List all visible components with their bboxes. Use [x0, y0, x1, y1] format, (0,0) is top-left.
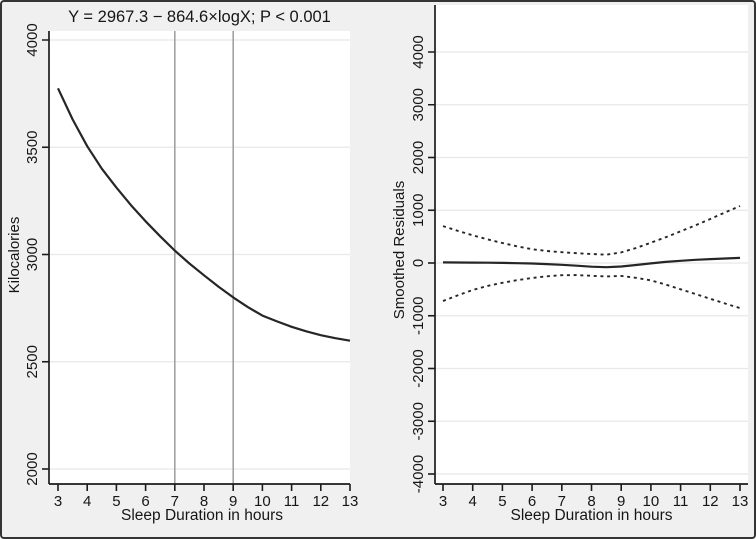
x-tick-label: 4	[469, 493, 477, 510]
x-tick-label: 8	[200, 493, 208, 510]
x-tick-label: 4	[83, 493, 91, 510]
smoothed-residuals-vs-sleep-duration: -4000 -3000 -2000 -1000 0 1000 2000 3000 4000 3 4 5…	[410, 5, 748, 510]
kilocalories-vs-sleep-duration: 2000 2500 3000 3500 4000 3 4 5 6 7 8 9 10 11 12 13	[24, 23, 358, 510]
x-tick-label: 5	[498, 493, 506, 510]
x-tick-label: 5	[112, 493, 120, 510]
y-tick-label: -2000	[410, 349, 427, 387]
y-tick-label: 3500	[24, 131, 41, 164]
y-tick-label: -3000	[410, 402, 427, 440]
x-tick-label: 10	[254, 493, 271, 510]
plot-area	[49, 31, 350, 484]
x-tick-label: 3	[439, 493, 447, 510]
left-x-axis-label: Sleep Duration in hours	[121, 507, 283, 524]
x-tick-label: 7	[171, 493, 179, 510]
y-tick-label: -1000	[410, 297, 427, 335]
y-tick-label: 1000	[410, 194, 427, 227]
y-tick-label: 3000	[410, 88, 427, 121]
left-plot-title: Y = 2967.3 − 864.6×logX; P < 0.001	[68, 8, 331, 26]
residual-mean-line	[442, 256, 741, 269]
fitted-log-curve	[57, 87, 351, 342]
right-y-axis-label: Smoothed Residuals	[391, 180, 408, 320]
x-tick-label: 10	[643, 493, 660, 510]
x-tick-label: 9	[617, 493, 625, 510]
x-tick-label: 7	[558, 493, 566, 510]
y-tick-label: 2000	[410, 141, 427, 174]
y-tick-label: 0	[410, 259, 427, 267]
x-tick-label: 12	[312, 493, 329, 510]
x-tick-label: 3	[54, 493, 62, 510]
x-tick-label: 8	[587, 493, 595, 510]
plot-area	[435, 5, 748, 484]
x-tick-label: 11	[284, 493, 300, 510]
y-tick-label: 4000	[410, 35, 427, 68]
x-tick-label: 6	[528, 493, 536, 510]
x-tick-label: 12	[702, 493, 719, 510]
left-y-axis-label: Kilocalories	[6, 216, 23, 294]
y-tick-label: 4000	[24, 23, 41, 56]
y-tick-label: -4000	[410, 455, 427, 493]
y-tick-label: 2000	[24, 452, 41, 485]
x-tick-label: 13	[732, 493, 749, 510]
x-tick-label: 11	[673, 493, 689, 510]
upper-confidence-band	[442, 205, 741, 256]
y-tick-label: 2500	[24, 345, 41, 378]
y-tick-label: 3000	[24, 238, 41, 271]
x-tick-label: 6	[141, 493, 149, 510]
x-tick-label: 13	[342, 493, 359, 510]
right-x-axis-label: Sleep Duration in hours	[510, 507, 673, 524]
x-tick-label: 9	[229, 493, 237, 510]
